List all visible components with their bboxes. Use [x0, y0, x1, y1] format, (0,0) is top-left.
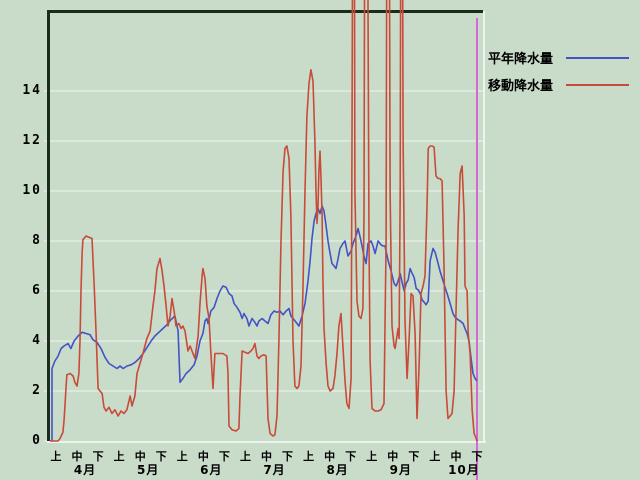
x-month-label: 4月 — [73, 463, 97, 477]
y-axis-label: 0 — [32, 433, 42, 448]
x-period-label: 上 — [429, 450, 441, 463]
moving-precip-line — [49, 0, 478, 442]
plot-border-right — [483, 11, 485, 443]
x-month-label: 5月 — [137, 463, 160, 477]
x-period-label: 下 — [92, 450, 104, 463]
x-period-label: 下 — [218, 450, 230, 463]
x-period-label: 中 — [134, 450, 146, 463]
x-month-label: 10月 — [448, 463, 480, 477]
x-period-label: 中 — [261, 450, 272, 463]
y-axis-label: 14 — [22, 83, 42, 98]
x-period-label: 上 — [113, 450, 125, 463]
legend-item-normal-precip: 平年降水量 — [488, 44, 629, 71]
x-period-label: 下 — [282, 450, 294, 463]
x-period-label: 中 — [71, 450, 83, 463]
y-axis-label: 10 — [22, 183, 42, 198]
legend-label-moving-precip: 移動降水量 — [488, 79, 554, 94]
x-period-label: 中 — [387, 450, 399, 463]
legend-item-moving-precip: 移動降水量 — [488, 71, 629, 98]
x-period-label: 上 — [50, 450, 62, 463]
x-month-label: 8月 — [326, 463, 349, 477]
x-period-label: 中 — [197, 450, 209, 463]
x-period-label: 下 — [155, 450, 167, 463]
legend-label-normal-precip: 平年降水量 — [488, 52, 554, 67]
y-axis-label: 6 — [32, 283, 42, 298]
y-axis-label: 4 — [32, 333, 42, 348]
x-period-label: 上 — [239, 450, 251, 463]
x-month-label: 9月 — [389, 463, 412, 477]
plot-border-top — [47, 10, 483, 13]
x-period-label: 上 — [366, 450, 378, 463]
x-month-label: 6月 — [200, 463, 223, 477]
x-period-label: 下 — [471, 450, 483, 463]
y-axis-label: 2 — [32, 383, 42, 398]
legend: 平年降水量 移動降水量 — [488, 44, 629, 98]
plot-border-left — [47, 10, 50, 441]
x-period-label: 下 — [345, 450, 357, 463]
x-period-label: 中 — [450, 450, 462, 463]
legend-line-blue — [566, 56, 629, 59]
plot-border-bottom — [47, 441, 486, 443]
x-period-label: 中 — [324, 450, 336, 463]
x-period-label: 下 — [408, 450, 420, 463]
y-axis-label: 12 — [22, 133, 42, 148]
legend-line-red — [566, 83, 629, 86]
x-period-label: 上 — [176, 450, 188, 463]
x-period-label: 上 — [303, 450, 315, 463]
y-axis-label: 8 — [32, 233, 42, 248]
x-month-label: 7月 — [263, 463, 286, 477]
